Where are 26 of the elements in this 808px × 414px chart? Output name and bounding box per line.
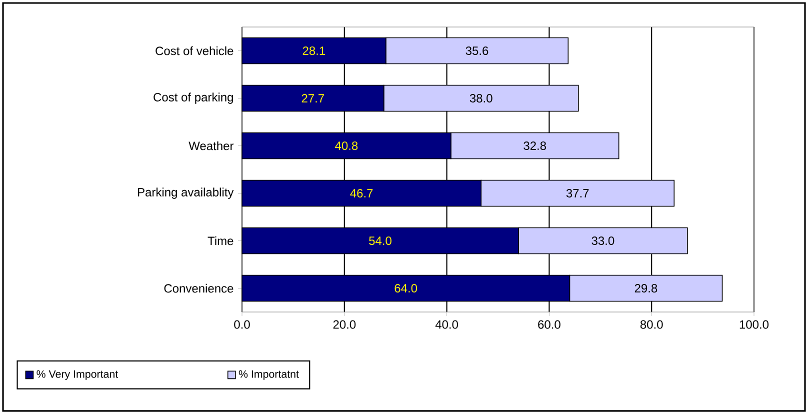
data-label: 33.0: [592, 236, 614, 245]
x-tick-label: 60.0: [538, 320, 560, 329]
legend-label: % Very Important: [36, 370, 118, 380]
data-label: 64.0: [394, 284, 418, 292]
x-tick-label: 100.0: [740, 320, 769, 329]
data-label: 28.1: [302, 46, 326, 55]
y-tick-label: Convenience: [164, 284, 234, 293]
data-label: 35.6: [466, 46, 488, 55]
data-label: 27.7: [302, 94, 324, 102]
data-label: 32.8: [524, 141, 546, 150]
x-tick-label: 80.0: [640, 320, 663, 329]
data-label: 37.7: [566, 188, 589, 198]
x-tick-label: 40.0: [435, 320, 458, 329]
data-label: 29.8: [634, 284, 658, 292]
y-tick-label: Parking availablity: [138, 188, 234, 199]
x-tick-label: 0.0: [234, 320, 250, 329]
y-tick-label: Weather: [188, 141, 234, 150]
x-tick-label: 20.0: [333, 320, 356, 329]
data-label: 40.8: [335, 141, 358, 150]
legend-label: % Importatnt: [238, 370, 299, 380]
y-tick-label: Cost of parking: [154, 92, 233, 104]
y-tick-label: Cost of vehicle: [156, 46, 234, 56]
data-label: 46.7: [350, 188, 373, 198]
y-tick-label: Time: [208, 236, 234, 246]
data-label: 54.0: [369, 236, 392, 245]
data-label: 38.0: [470, 94, 492, 102]
